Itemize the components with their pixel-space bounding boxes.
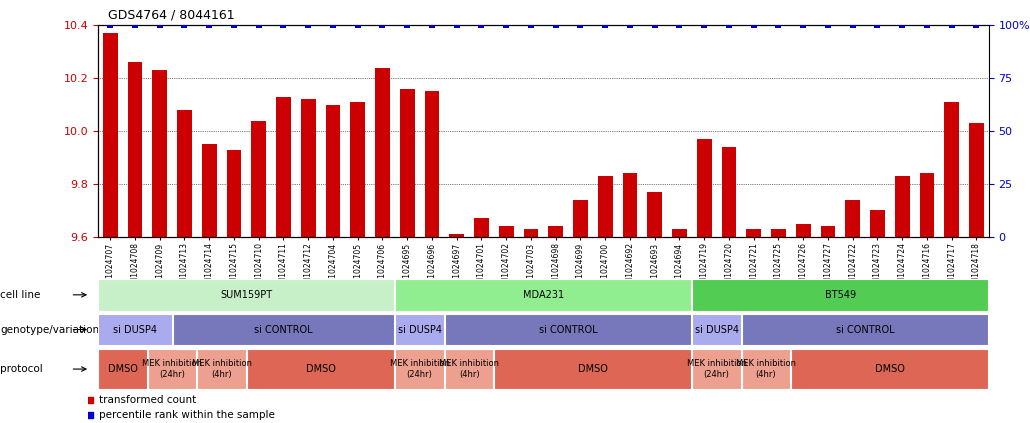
- Bar: [98, 279, 394, 311]
- Bar: [523, 229, 539, 237]
- Bar: [396, 279, 691, 311]
- Text: si DUSP4: si DUSP4: [694, 324, 739, 335]
- Bar: [692, 279, 989, 311]
- Bar: [895, 176, 909, 237]
- Bar: [573, 200, 588, 237]
- Bar: [647, 192, 662, 237]
- Bar: [672, 229, 687, 237]
- Text: BT549: BT549: [825, 290, 856, 300]
- Text: si CONTROL: si CONTROL: [254, 324, 313, 335]
- Bar: [747, 229, 761, 237]
- Bar: [870, 211, 885, 237]
- Text: si DUSP4: si DUSP4: [398, 324, 442, 335]
- Bar: [945, 102, 959, 237]
- Text: DMSO: DMSO: [306, 364, 336, 374]
- Bar: [396, 313, 444, 346]
- Bar: [227, 150, 241, 237]
- Text: si DUSP4: si DUSP4: [113, 324, 157, 335]
- Bar: [696, 139, 712, 237]
- Bar: [920, 173, 934, 237]
- Text: MEK inhibition
(24hr): MEK inhibition (24hr): [142, 360, 202, 379]
- Bar: [499, 226, 514, 237]
- Bar: [742, 313, 989, 346]
- Text: MEK inhibition
(4hr): MEK inhibition (4hr): [439, 360, 500, 379]
- Bar: [375, 68, 390, 237]
- Bar: [742, 349, 790, 390]
- Text: DMSO: DMSO: [108, 364, 138, 374]
- Text: protocol: protocol: [0, 364, 43, 374]
- Bar: [474, 218, 489, 237]
- Bar: [622, 173, 638, 237]
- Bar: [548, 226, 563, 237]
- Text: MDA231: MDA231: [523, 290, 563, 300]
- Bar: [721, 147, 736, 237]
- Bar: [969, 123, 984, 237]
- Bar: [301, 99, 315, 237]
- Text: MEK inhibition
(4hr): MEK inhibition (4hr): [192, 360, 251, 379]
- Bar: [103, 33, 117, 237]
- Bar: [173, 313, 394, 346]
- Bar: [846, 200, 860, 237]
- Text: SUM159PT: SUM159PT: [220, 290, 272, 300]
- Bar: [177, 110, 192, 237]
- Text: genotype/variation: genotype/variation: [0, 324, 99, 335]
- Bar: [202, 144, 216, 237]
- Text: si CONTROL: si CONTROL: [835, 324, 894, 335]
- Bar: [396, 349, 444, 390]
- Text: si CONTROL: si CONTROL: [539, 324, 597, 335]
- Bar: [449, 234, 465, 237]
- Bar: [597, 176, 613, 237]
- Bar: [98, 313, 172, 346]
- Bar: [152, 70, 167, 237]
- Bar: [247, 349, 394, 390]
- Bar: [692, 313, 741, 346]
- Bar: [400, 89, 415, 237]
- Text: percentile rank within the sample: percentile rank within the sample: [99, 410, 275, 420]
- Bar: [148, 349, 197, 390]
- Bar: [791, 349, 989, 390]
- Bar: [494, 349, 691, 390]
- Bar: [445, 313, 691, 346]
- Text: cell line: cell line: [0, 290, 40, 300]
- Bar: [692, 349, 741, 390]
- Bar: [198, 349, 246, 390]
- Bar: [821, 226, 835, 237]
- Bar: [98, 349, 147, 390]
- Bar: [350, 102, 365, 237]
- Bar: [251, 121, 266, 237]
- Text: MEK inhibition
(24hr): MEK inhibition (24hr): [687, 360, 747, 379]
- Text: GDS4764 / 8044161: GDS4764 / 8044161: [108, 8, 235, 21]
- Bar: [276, 97, 290, 237]
- Bar: [771, 229, 786, 237]
- Text: DMSO: DMSO: [578, 364, 608, 374]
- Text: MEK inhibition
(4hr): MEK inhibition (4hr): [736, 360, 796, 379]
- Text: DMSO: DMSO: [874, 364, 904, 374]
- Bar: [128, 63, 142, 237]
- Bar: [796, 224, 811, 237]
- Bar: [445, 349, 493, 390]
- Text: transformed count: transformed count: [99, 395, 196, 405]
- Bar: [325, 105, 340, 237]
- Bar: [424, 91, 440, 237]
- Text: MEK inhibition
(24hr): MEK inhibition (24hr): [389, 360, 449, 379]
